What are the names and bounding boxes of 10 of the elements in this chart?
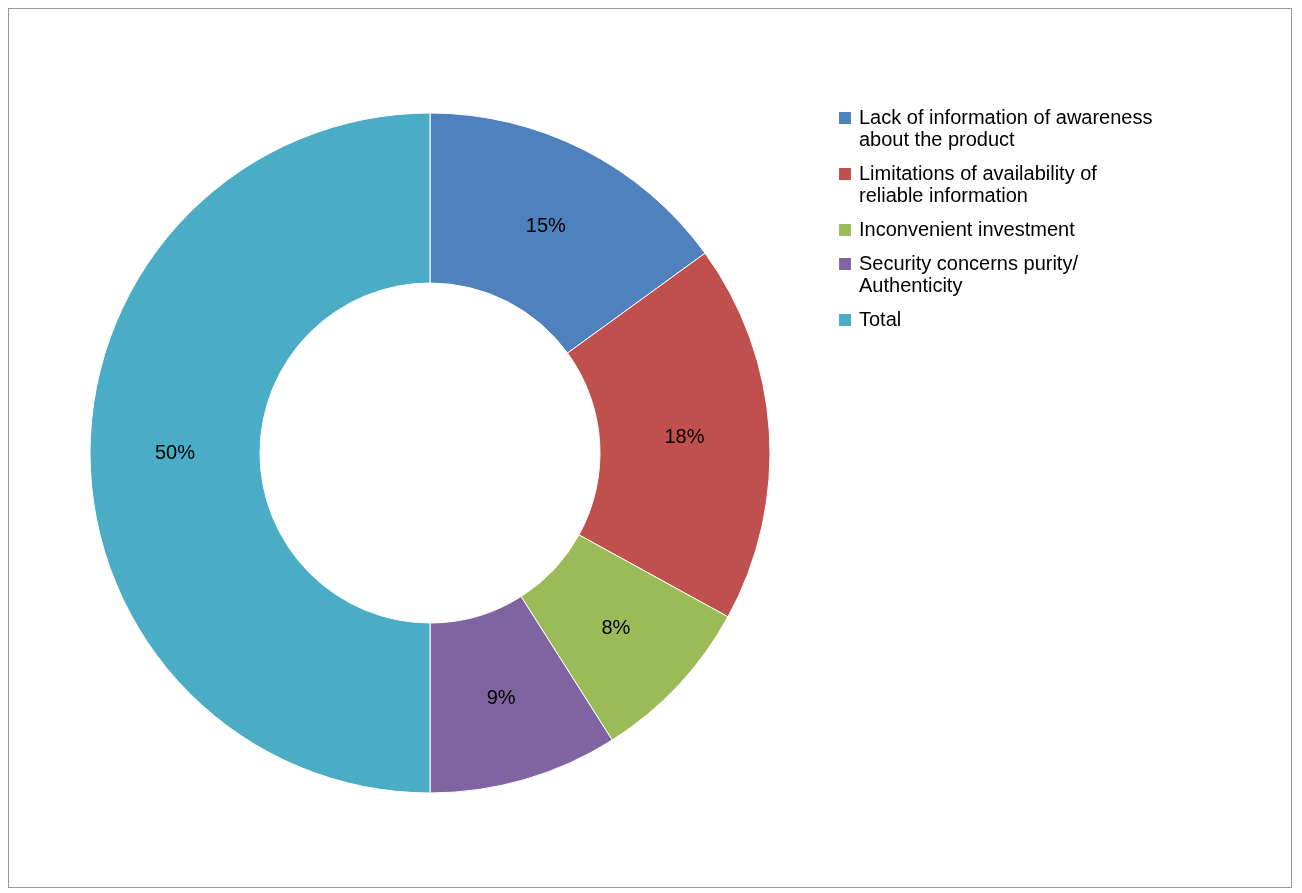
legend-label: Total [859, 308, 902, 330]
data-label: 15% [525, 213, 566, 236]
data-label: 50% [154, 441, 196, 463]
legend-label: Lack of information of awareness about the product [859, 106, 1153, 150]
legend-label: Security concerns purity/ Authenticity [859, 252, 1079, 296]
legend-label: Inconvenient investment [859, 218, 1076, 240]
data-label: 9% [486, 685, 516, 708]
data-label: 18% [664, 424, 705, 447]
legend-label: Limitations of availability of reliable information [859, 162, 1098, 206]
data-label: 8% [601, 615, 631, 638]
